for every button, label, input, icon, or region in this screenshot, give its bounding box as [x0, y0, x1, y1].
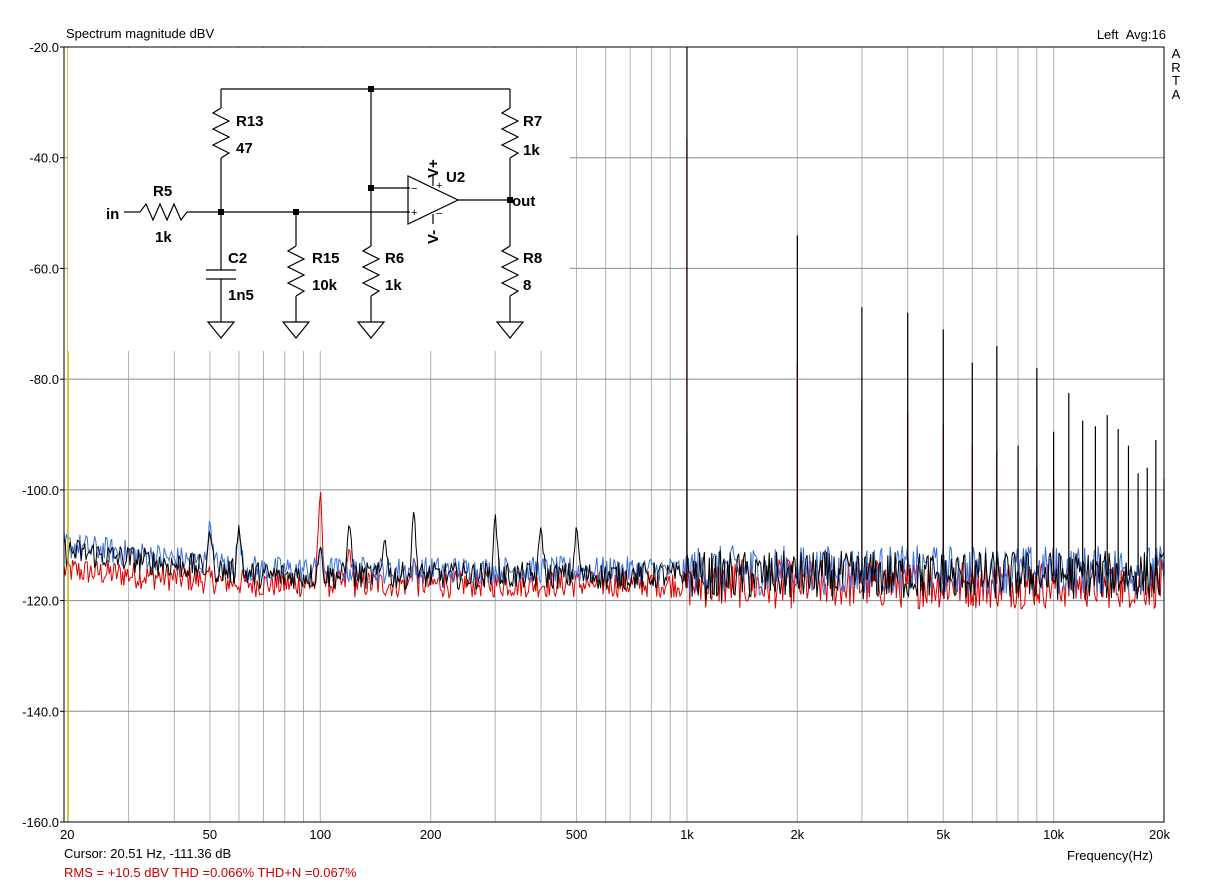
y-tick-label: -20.0 [29, 40, 59, 55]
svg-text:+: + [411, 207, 417, 219]
svg-text:+: + [436, 180, 442, 192]
label-r5: R5 [153, 183, 172, 200]
plot-frame [63, 46, 1165, 823]
schematic-junctions [218, 86, 513, 215]
arta-vertical-label: A R T A [1170, 47, 1182, 101]
label-r8: R8 [523, 250, 542, 267]
y-tick-label: -120.0 [22, 594, 59, 609]
label-u2: U2 [446, 169, 465, 186]
channel-status: Left Avg:16 [1097, 27, 1166, 42]
label-r7-value: 1k [523, 142, 540, 159]
series-blue-trace [63, 520, 1165, 596]
y-tick-label: -140.0 [22, 704, 59, 719]
series-red-trace [63, 491, 1165, 610]
label-r8-value: 8 [523, 277, 531, 294]
arta-letter: A [1171, 46, 1181, 61]
opamp-pins: − + + − [411, 180, 442, 220]
y-tick-label: -160.0 [22, 815, 59, 830]
chart-title: Spectrum magnitude dBV [66, 26, 215, 41]
label-r15-value: 10k [312, 277, 338, 294]
channel-label: Left [1096, 27, 1119, 42]
x-axis-title: Frequency(Hz) [1067, 848, 1153, 863]
schematic-wires [124, 88, 525, 339]
label-r6-value: 1k [385, 277, 402, 294]
x-tick-label: 20k [1149, 827, 1170, 842]
x-tick-label: 2k [790, 827, 804, 842]
cursor-readout: Cursor: 20.51 Hz, -111.36 dB [64, 846, 232, 861]
x-tick-label: 20 [60, 827, 74, 842]
arta-letter: T [1172, 73, 1180, 88]
average-count: Avg:16 [1125, 27, 1166, 42]
svg-text:−: − [436, 208, 442, 220]
y-tick-label: -40.0 [29, 151, 59, 166]
x-tick-label: 100 [309, 827, 331, 842]
schematic-inset: − + + − in R5 1k R13 47 C2 1n5 R15 10k R… [68, 48, 570, 351]
label-r6: R6 [385, 250, 404, 267]
label-out: out [512, 193, 535, 210]
label-r5-value: 1k [155, 229, 172, 246]
axis-ticks: -20.0 -40.0 -60.0 -80.0 -100.0 -120.0 -140.0 -1… [22, 40, 1170, 842]
series-group [63, 47, 1165, 610]
x-tick-label: 50 [203, 827, 217, 842]
label-r13: R13 [236, 113, 264, 130]
y-tick-label: -60.0 [29, 261, 59, 276]
series-black-trace [63, 511, 1165, 601]
y-tick-label: -80.0 [29, 372, 59, 387]
label-r7: R7 [523, 113, 542, 130]
x-tick-label: 10k [1043, 827, 1064, 842]
label-vplus: V+ [425, 159, 442, 178]
label-vminus: V- [425, 230, 442, 244]
y-tick-label: -100.0 [22, 483, 59, 498]
label-c2-value: 1n5 [228, 287, 254, 304]
arta-letter: R [1171, 59, 1181, 75]
x-tick-label: 200 [420, 827, 442, 842]
x-tick-label: 500 [566, 827, 588, 842]
x-tick-label: 5k [936, 827, 950, 842]
label-c2: C2 [228, 250, 247, 267]
arta-letter: A [1171, 86, 1181, 102]
measurement-stats: RMS = +10.5 dBV THD =0.066% THD+N =0.067… [64, 865, 357, 880]
x-tick-label: 1k [680, 827, 694, 842]
label-r15: R15 [312, 250, 340, 267]
label-r13-value: 47 [236, 140, 253, 157]
label-in: in [106, 206, 119, 223]
svg-text:−: − [411, 183, 417, 195]
